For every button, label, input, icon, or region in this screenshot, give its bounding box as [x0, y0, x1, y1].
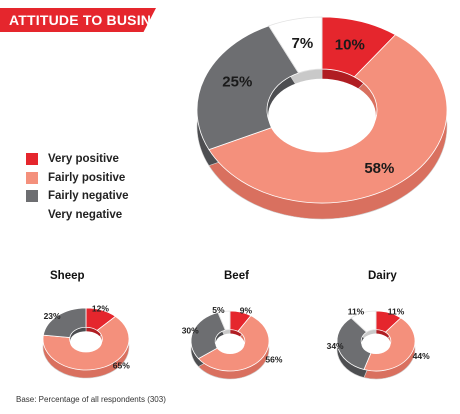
data-label-beef-very-positive: 9%	[240, 306, 253, 316]
chart-title-beef: Beef	[224, 270, 249, 282]
footnote: Base: Percentage of all respondents (303…	[16, 395, 166, 404]
chart-title-dairy: Dairy	[368, 270, 397, 282]
legend-item-very-positive: Very positive	[26, 150, 129, 169]
legend-item-fairly-positive: Fairly positive	[26, 169, 129, 188]
data-label-dairy-fairly-negative: 34%	[327, 341, 344, 351]
legend-swatch-fairly-negative	[26, 190, 38, 203]
donut-sheep: 12% 65% 23% Sheep	[42, 270, 130, 379]
title-banner	[0, 8, 156, 32]
donut-dairy-inner	[361, 333, 391, 355]
legend-swatch-very-negative	[26, 209, 38, 221]
data-label-sheep-fairly-negative: 23%	[44, 311, 61, 321]
data-label-beef-fairly-positive: 56%	[265, 355, 282, 365]
donut-beef-inner	[215, 333, 245, 355]
slice-beef-very-negative	[217, 310, 231, 331]
donut-sheep-inner	[69, 331, 103, 353]
legend-swatch-fairly-positive	[26, 171, 38, 184]
legend-swatch-very-positive	[26, 153, 38, 166]
legend-item-very-negative: Very negative	[26, 206, 129, 225]
data-label-sheep-fairly-positive: 65%	[113, 361, 130, 371]
slice-dairy-fairly-positive	[363, 317, 416, 372]
data-label-dairy-very-negative: 11%	[348, 306, 365, 316]
donut-dairy: 11% 44% 34% 11% Dairy	[327, 270, 430, 380]
legend-label-very-negative: Very negative	[48, 208, 123, 221]
data-label-overall-very-negative: 7%	[292, 35, 314, 52]
slice-overall-very-negative	[268, 16, 323, 74]
slice-dairy-very-negative	[350, 310, 377, 333]
data-label-sheep-very-positive: 12%	[92, 304, 109, 314]
legend-item-fairly-negative: Fairly negative	[26, 187, 129, 206]
legend-label-fairly-negative: Fairly negative	[48, 190, 129, 203]
data-label-beef-very-negative: 5%	[212, 305, 225, 315]
data-label-overall-fairly-positive: 58%	[364, 160, 394, 177]
chart-title: ATTITUDE TO BUSINESS	[9, 12, 180, 28]
data-label-dairy-fairly-positive: 44%	[413, 351, 430, 361]
legend: Very positive Fairly positive Fairly neg…	[26, 150, 129, 224]
legend-label-very-positive: Very positive	[48, 153, 119, 166]
chart-title-sheep: Sheep	[50, 270, 85, 282]
data-label-dairy-very-positive: 11%	[388, 306, 405, 316]
slice-overall-fairly-negative	[196, 25, 300, 151]
slice-sheep-fairly-negative	[42, 307, 87, 338]
data-label-beef-fairly-negative: 30%	[182, 326, 199, 336]
data-label-overall-very-positive: 10%	[335, 37, 365, 54]
donut-overall: 10% 58% 25% 7%	[196, 16, 448, 220]
data-label-overall-fairly-negative: 25%	[222, 74, 252, 91]
donut-overall-inner	[268, 78, 376, 153]
legend-label-fairly-positive: Fairly positive	[48, 171, 126, 184]
donut-beef: 9% 56% 30% 5% Beef	[182, 270, 283, 380]
